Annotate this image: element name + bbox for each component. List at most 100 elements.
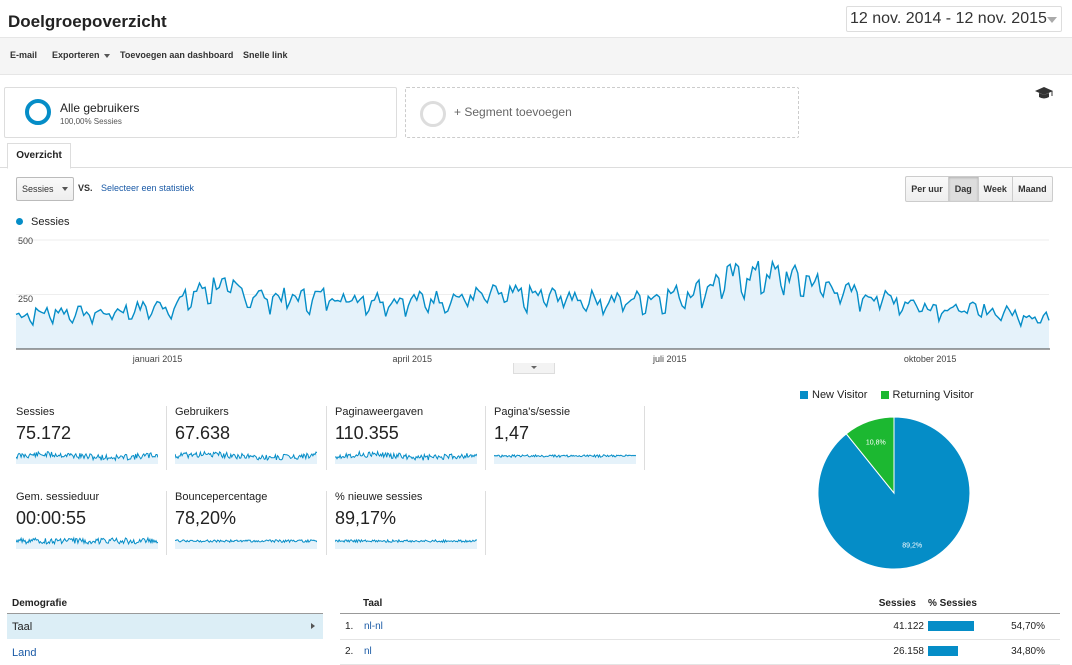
- add-to-dashboard-button[interactable]: Toevoegen aan dashboard: [120, 50, 234, 60]
- sparkline-line: [175, 450, 317, 462]
- sparkline-area: [16, 451, 158, 464]
- demographics-item-country[interactable]: Land: [12, 647, 37, 659]
- date-range-picker[interactable]: 12 nov. 2014 - 12 nov. 2015: [846, 6, 1062, 32]
- empty-segment-ring-icon: [420, 101, 446, 127]
- kpi-value: 67.638: [175, 423, 231, 443]
- granularity-toggle: Per uur Dag Week Maand: [905, 176, 1053, 202]
- kpi-label: Pagina's/sessie: [494, 406, 571, 418]
- tile-divider: [166, 491, 167, 555]
- visitor-pie-chart[interactable]: 89,2% 10,8%: [817, 416, 971, 570]
- sessions-chart[interactable]: 500 250 januari 2015 april 2015 juli 2015 o…: [0, 230, 1072, 366]
- x-tick-label: januari 2015: [132, 354, 183, 364]
- demographics-title: Demografie: [12, 598, 68, 609]
- pie-label-new: 89,2%: [902, 543, 922, 550]
- demographics-item-label: Taal: [12, 621, 33, 633]
- metric-select-value: Sessies: [22, 184, 54, 194]
- kpi-users[interactable]: Gebruikers 67.638: [175, 406, 317, 476]
- date-range-label: 12 nov. 2014 - 12 nov. 2015: [850, 10, 1047, 27]
- row-index: 2.: [345, 646, 354, 657]
- segment-all-users[interactable]: Alle gebruikers 100,00% Sessies: [4, 87, 397, 138]
- legend-label: Sessies: [31, 216, 70, 228]
- chevron-down-icon: [1047, 17, 1057, 23]
- legend-swatch: [880, 391, 889, 400]
- export-button[interactable]: Exporteren: [52, 50, 110, 60]
- demographics-header: Demografie: [7, 597, 323, 614]
- legend-swatch: [800, 391, 808, 400]
- add-segment-label: + Segment toevoegen: [454, 105, 572, 119]
- kpi-label: Paginaweergaven: [335, 406, 424, 418]
- segment-subtitle: 100,00% Sessies: [60, 117, 122, 126]
- kpi-pageviews[interactable]: Paginaweergaven 110.355: [335, 406, 477, 476]
- row-sessions: 26.158: [893, 646, 924, 657]
- kpi-label: Gebruikers: [175, 406, 229, 418]
- pie-slice-returning-visitor: [845, 416, 895, 495]
- kpi-sparkline: [16, 450, 158, 464]
- tile-divider: [644, 406, 645, 470]
- row-language-link[interactable]: nl: [364, 646, 372, 657]
- kpi-value: 75.172: [16, 423, 72, 443]
- tile-divider: [166, 406, 167, 470]
- vs-label: VS.: [78, 183, 93, 193]
- granularity-week-button[interactable]: Week: [979, 177, 1013, 201]
- column-language[interactable]: Taal: [363, 598, 383, 609]
- kpi-label: Sessies: [16, 406, 55, 418]
- kpi-sparkline: [494, 453, 636, 464]
- export-label: Exporteren: [52, 50, 100, 60]
- table-row: 1. nl-nl 41.122 54,70%: [340, 614, 1060, 640]
- chevron-down-icon: [62, 187, 68, 191]
- graduation-cap-icon[interactable]: [1034, 85, 1054, 101]
- tile-divider: [485, 491, 486, 555]
- kpi-sparkline: [335, 449, 477, 464]
- shortcut-button[interactable]: Snelle link: [243, 50, 288, 60]
- sparkline-area: [335, 451, 477, 464]
- x-tick-label: april 2015: [392, 354, 432, 364]
- chevron-down-icon: [531, 366, 537, 369]
- legend-item-returning-visitor[interactable]: Returning Visitor: [880, 389, 974, 401]
- row-pct-bar: [928, 646, 958, 656]
- column-pct-sessions[interactable]: % Sessies: [928, 598, 977, 609]
- granularity-hour-button[interactable]: Per uur: [906, 177, 950, 201]
- row-pct-bar: [928, 621, 975, 631]
- legend-item-new-visitor[interactable]: New Visitor: [800, 389, 867, 401]
- row-pct: 54,70%: [1011, 621, 1045, 632]
- kpi-label: % nieuwe sessies: [335, 491, 423, 503]
- kpi-sparkline: [175, 450, 317, 464]
- kpi-avg-session-duration[interactable]: Gem. sessieduur 00:00:55: [16, 491, 158, 561]
- row-sessions: 41.122: [893, 621, 924, 632]
- chevron-right-icon: [311, 623, 315, 629]
- tile-divider: [326, 491, 327, 555]
- segment-ring-icon: [25, 99, 51, 125]
- row-index: 1.: [345, 621, 354, 632]
- kpi-new-sessions[interactable]: % nieuwe sessies 89,17%: [335, 491, 477, 561]
- kpi-sparkline: [16, 536, 158, 549]
- kpi-value: 00:00:55: [16, 508, 87, 528]
- metric-select[interactable]: Sessies: [16, 177, 74, 201]
- tab-overview[interactable]: Overzicht: [7, 143, 71, 169]
- tile-divider: [326, 406, 327, 470]
- chart-collapse-handle[interactable]: [513, 363, 555, 374]
- kpi-pages-per-session[interactable]: Pagina's/sessie 1,47: [494, 406, 636, 476]
- sparkline-line: [335, 449, 477, 461]
- chevron-down-icon: [103, 53, 110, 58]
- column-sessions[interactable]: Sessies: [878, 598, 916, 609]
- tab-divider: [0, 167, 1072, 168]
- x-tick-label: oktober 2015: [904, 354, 957, 364]
- kpi-value: 89,17%: [335, 508, 397, 528]
- add-segment-button[interactable]: + Segment toevoegen: [405, 87, 799, 138]
- sparkline-line: [16, 536, 158, 546]
- kpi-value: 78,20%: [175, 508, 237, 528]
- sparkline-line: [494, 453, 636, 459]
- select-statistic-link[interactable]: Selecteer een statistiek: [101, 183, 195, 193]
- sessions-area: [16, 261, 1049, 349]
- row-language-link[interactable]: nl-nl: [364, 621, 383, 632]
- report-toolbar: E-mail Exporteren Toevoegen aan dashboar…: [0, 37, 1072, 75]
- demographics-item-language[interactable]: Taal: [7, 614, 323, 639]
- granularity-month-button[interactable]: Maand: [1018, 184, 1047, 194]
- granularity-day-button[interactable]: Dag: [949, 177, 979, 201]
- pie-label-returning: 10,8%: [866, 439, 886, 446]
- kpi-sessions[interactable]: Sessies 75.172: [16, 406, 158, 476]
- legend-dot: [16, 218, 23, 225]
- email-button[interactable]: E-mail: [10, 50, 38, 60]
- x-tick-label: juli 2015: [652, 354, 687, 364]
- kpi-bounce-rate[interactable]: Bouncepercentage 78,20%: [175, 491, 317, 561]
